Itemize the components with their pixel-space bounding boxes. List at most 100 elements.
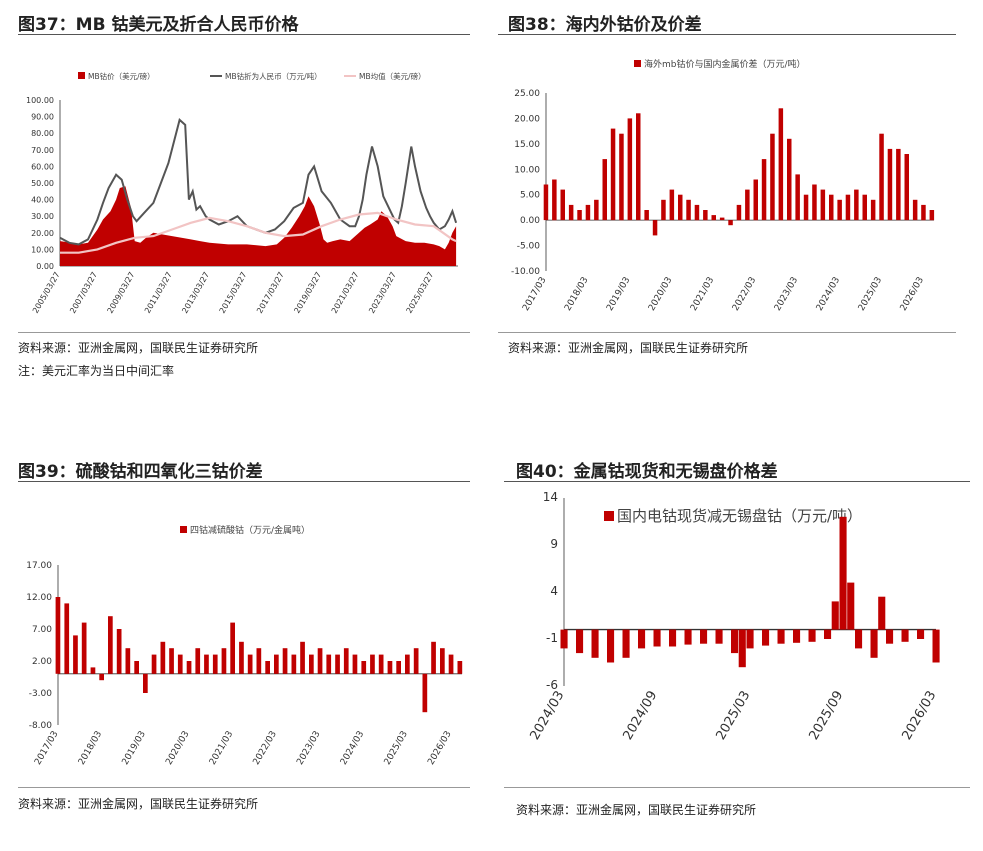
bar — [745, 189, 750, 221]
bar — [300, 641, 305, 674]
panel-title: 图38：海内外钴价及价差 — [508, 15, 702, 35]
series-line-mb-average — [60, 211, 457, 254]
y-tick-label: -1 — [546, 631, 558, 645]
x-tick-label: 2024/03 — [527, 689, 567, 743]
chart-price-spread: -10.00 -5.00 0.00 5.00 10.00 15.00 20.00 25.00 2… — [511, 58, 935, 313]
y-tick-label: 7.00 — [32, 625, 52, 635]
bar — [64, 603, 70, 674]
chart-mb-cobalt: 0.00 10.00 20.00 30.00 40.00 50.00 60.00 70.00 8… — [26, 71, 458, 315]
y-tick-label: 50.00 — [31, 179, 54, 188]
bar — [143, 673, 148, 693]
bar — [230, 622, 235, 674]
bar — [879, 133, 884, 221]
bar — [746, 629, 754, 649]
x-tick-label: 2017/03 — [33, 730, 60, 767]
bar — [638, 629, 646, 649]
bar — [239, 641, 244, 674]
bar — [221, 648, 227, 674]
series-area-mb-cobalt-usd — [60, 186, 457, 266]
y-tick-label: 5.00 — [520, 191, 540, 201]
bar — [440, 648, 445, 674]
bar — [653, 629, 661, 647]
bar — [585, 204, 591, 221]
bar — [602, 159, 607, 221]
bar — [862, 194, 867, 221]
x-tick-label: 2026/03 — [426, 730, 453, 767]
y-tick-label: 25.00 — [514, 89, 540, 99]
bar — [669, 629, 677, 647]
legend-swatch — [180, 526, 187, 533]
x-tick-label: 2025/03 — [713, 689, 753, 743]
bar — [370, 654, 375, 674]
bar — [678, 194, 683, 221]
bar — [684, 629, 692, 645]
bar — [448, 654, 454, 674]
bar — [431, 641, 436, 674]
bar — [896, 148, 901, 221]
bar — [870, 629, 878, 658]
bar — [778, 108, 784, 221]
x-tick-label: 2022/03 — [252, 730, 279, 767]
bar — [291, 654, 297, 674]
x-tick-label: 2017/03/27 — [255, 271, 286, 315]
bar — [352, 654, 358, 674]
x-tick-label: 2015/03/27 — [218, 271, 249, 315]
title-underline — [504, 481, 970, 482]
bar — [929, 210, 935, 221]
bar — [870, 199, 876, 221]
bar — [560, 629, 568, 649]
x-tick-label: 2020/03 — [164, 730, 191, 767]
y-tick-label: 15.00 — [514, 140, 540, 150]
bar — [108, 616, 113, 674]
legend-label: 海外mb钴价与国内金属价差（万元/吨） — [644, 58, 806, 70]
bar — [787, 138, 792, 221]
legend-swatch — [78, 72, 85, 79]
bar — [361, 661, 367, 674]
y-tick-label: 60.00 — [31, 162, 54, 171]
legend-swatch — [634, 60, 641, 67]
bar — [413, 648, 419, 674]
x-tick-label: 2025/03 — [383, 730, 410, 767]
x-tick-label: 2019/03/27 — [292, 271, 323, 315]
bar — [795, 174, 800, 221]
bar — [169, 648, 174, 674]
bar — [812, 184, 817, 221]
panel-title: 图39：硫酸钴和四氧化三钴价差 — [18, 462, 263, 482]
bar — [607, 629, 615, 663]
bar — [151, 654, 157, 674]
y-tick-label: 10.00 — [514, 165, 540, 175]
bar — [839, 516, 847, 630]
y-tick-label: 2.00 — [32, 657, 52, 667]
bar — [591, 629, 599, 658]
bar — [457, 661, 463, 674]
x-tick-label: 2021/03/27 — [330, 271, 361, 315]
bar — [125, 648, 131, 674]
source-divider — [498, 332, 956, 333]
bar — [335, 654, 340, 674]
legend-label: 国内电钴现货减无锡盘钴（万元/吨） — [617, 507, 862, 525]
y-tick-label: -3.00 — [29, 689, 53, 699]
y-tick-label: 0.00 — [520, 216, 540, 226]
bar — [770, 133, 775, 221]
panel-title: 图40：金属钴现货和无锡盘价格差 — [516, 462, 778, 482]
bar — [90, 667, 96, 674]
y-tick-label: -5.00 — [517, 242, 541, 252]
legend-label: MB钴价（美元/磅） — [88, 71, 155, 81]
bar — [901, 629, 909, 642]
x-tick-label: 2019/03 — [121, 730, 148, 767]
y-tick-label: 4 — [550, 584, 558, 598]
x-tick-label: 2026/03 — [899, 276, 926, 313]
bar — [661, 199, 666, 221]
bar — [326, 654, 332, 674]
bar — [160, 641, 166, 674]
bar — [904, 154, 909, 221]
source-divider — [18, 332, 470, 333]
x-tick-label: 2023/03 — [295, 730, 322, 767]
bar — [568, 204, 574, 221]
y-tick-label: 40.00 — [31, 196, 54, 205]
x-tick-label: 2025/03 — [857, 276, 884, 313]
bar — [195, 648, 201, 674]
bar — [378, 654, 384, 674]
bar — [343, 648, 349, 674]
source-divider — [18, 787, 470, 788]
